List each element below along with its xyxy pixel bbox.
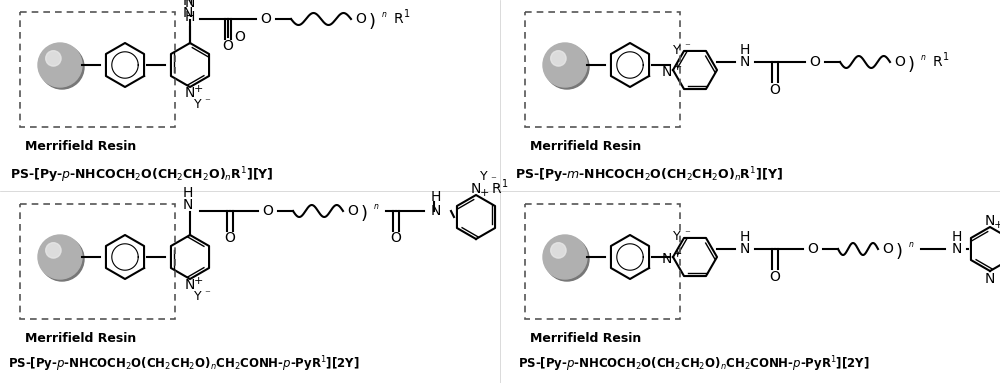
- Text: ⁻: ⁻: [684, 42, 690, 52]
- Text: O: O: [770, 270, 780, 284]
- Text: Merrifield Resin: Merrifield Resin: [530, 332, 641, 345]
- Text: N: N: [183, 198, 193, 212]
- Text: PS-[Py-$p$-NHCOCH$_2$O(CH$_2$CH$_2$O)$_n$CH$_2$CONH-$p$-PyR$^1$][2Y]: PS-[Py-$p$-NHCOCH$_2$O(CH$_2$CH$_2$O)$_n…: [518, 354, 870, 373]
- Text: N: N: [471, 182, 481, 196]
- Text: Merrifield Resin: Merrifield Resin: [25, 140, 136, 153]
- Text: Merrifield Resin: Merrifield Resin: [25, 332, 136, 345]
- Text: O: O: [223, 39, 233, 53]
- Circle shape: [551, 243, 566, 258]
- Text: O: O: [391, 231, 401, 245]
- Text: O: O: [263, 204, 273, 218]
- Text: ⁻: ⁻: [684, 229, 690, 239]
- Text: $_n$: $_n$: [373, 202, 379, 212]
- Text: O: O: [808, 242, 818, 256]
- Text: O: O: [810, 55, 820, 69]
- Text: N: N: [431, 204, 441, 218]
- Text: O: O: [356, 12, 366, 26]
- Text: H: H: [183, 186, 193, 200]
- Text: H: H: [740, 230, 750, 244]
- Text: ⁻: ⁻: [204, 97, 210, 107]
- Text: Y: Y: [194, 290, 202, 303]
- Text: $_n$: $_n$: [908, 240, 914, 250]
- Text: N: N: [985, 214, 995, 228]
- Text: N: N: [662, 252, 672, 266]
- Text: $_n$: $_n$: [920, 53, 926, 63]
- Text: Merrifield Resin: Merrifield Resin: [530, 140, 641, 153]
- Text: H: H: [740, 43, 750, 57]
- Circle shape: [40, 45, 84, 89]
- Text: N: N: [740, 55, 750, 69]
- Text: 1: 1: [404, 9, 410, 19]
- Circle shape: [40, 237, 84, 281]
- Circle shape: [543, 43, 587, 87]
- Text: O: O: [883, 242, 893, 256]
- Circle shape: [38, 43, 82, 87]
- Text: N: N: [185, 0, 195, 10]
- Circle shape: [38, 235, 82, 279]
- Text: PS-[Py-$m$-NHCOCH$_2$O(CH$_2$CH$_2$O)$_n$R$^1$][Y]: PS-[Py-$m$-NHCOCH$_2$O(CH$_2$CH$_2$O)$_n…: [515, 165, 783, 185]
- Text: 1: 1: [943, 52, 949, 62]
- Circle shape: [545, 237, 589, 281]
- Text: +: +: [672, 249, 682, 259]
- Text: ): ): [360, 205, 368, 223]
- Text: R: R: [932, 55, 942, 69]
- Text: $_n$: $_n$: [381, 10, 387, 20]
- Text: N: N: [662, 65, 672, 79]
- Text: +: +: [193, 276, 203, 286]
- Text: H: H: [185, 10, 195, 24]
- Text: +: +: [479, 188, 489, 198]
- Circle shape: [46, 51, 61, 66]
- Text: H: H: [952, 230, 962, 244]
- Text: O: O: [235, 30, 245, 44]
- Text: PS-[Py-$p$-NHCOCH$_2$O(CH$_2$CH$_2$O)$_n$R$^1$][Y]: PS-[Py-$p$-NHCOCH$_2$O(CH$_2$CH$_2$O)$_n…: [10, 165, 274, 185]
- Circle shape: [551, 51, 566, 66]
- Text: PS-[Py-$p$-NHCOCH$_2$O(CH$_2$CH$_2$O)$_n$CH$_2$CONH-$p$-PyR$^1$][2Y]: PS-[Py-$p$-NHCOCH$_2$O(CH$_2$CH$_2$O)$_n…: [8, 354, 360, 373]
- Text: 1: 1: [502, 179, 508, 189]
- Text: O: O: [895, 55, 905, 69]
- Text: ): ): [896, 243, 902, 261]
- Circle shape: [545, 45, 589, 89]
- Text: +: +: [193, 84, 203, 94]
- Circle shape: [543, 235, 587, 279]
- Text: H: H: [431, 190, 441, 204]
- Text: +: +: [672, 62, 682, 72]
- Text: N: N: [952, 242, 962, 256]
- Text: N: N: [740, 242, 750, 256]
- Text: ⁻: ⁻: [490, 175, 496, 185]
- Text: ): ): [368, 13, 376, 31]
- Text: H: H: [183, 0, 193, 8]
- Text: O: O: [225, 231, 235, 245]
- Text: O: O: [348, 204, 358, 218]
- Text: O: O: [770, 83, 780, 97]
- Text: +: +: [993, 220, 1000, 230]
- Text: N: N: [185, 278, 195, 292]
- Text: Y: Y: [673, 231, 681, 244]
- Text: N: N: [185, 86, 195, 100]
- Text: Y: Y: [673, 44, 681, 57]
- Text: R: R: [393, 12, 403, 26]
- Text: ⁻: ⁻: [204, 289, 210, 299]
- Text: Y: Y: [480, 170, 488, 183]
- Text: Y: Y: [194, 98, 202, 111]
- Text: N: N: [985, 272, 995, 286]
- Text: R: R: [491, 182, 501, 196]
- Text: ): ): [908, 56, 914, 74]
- Circle shape: [46, 243, 61, 258]
- Text: O: O: [261, 12, 271, 26]
- Text: N: N: [183, 6, 193, 20]
